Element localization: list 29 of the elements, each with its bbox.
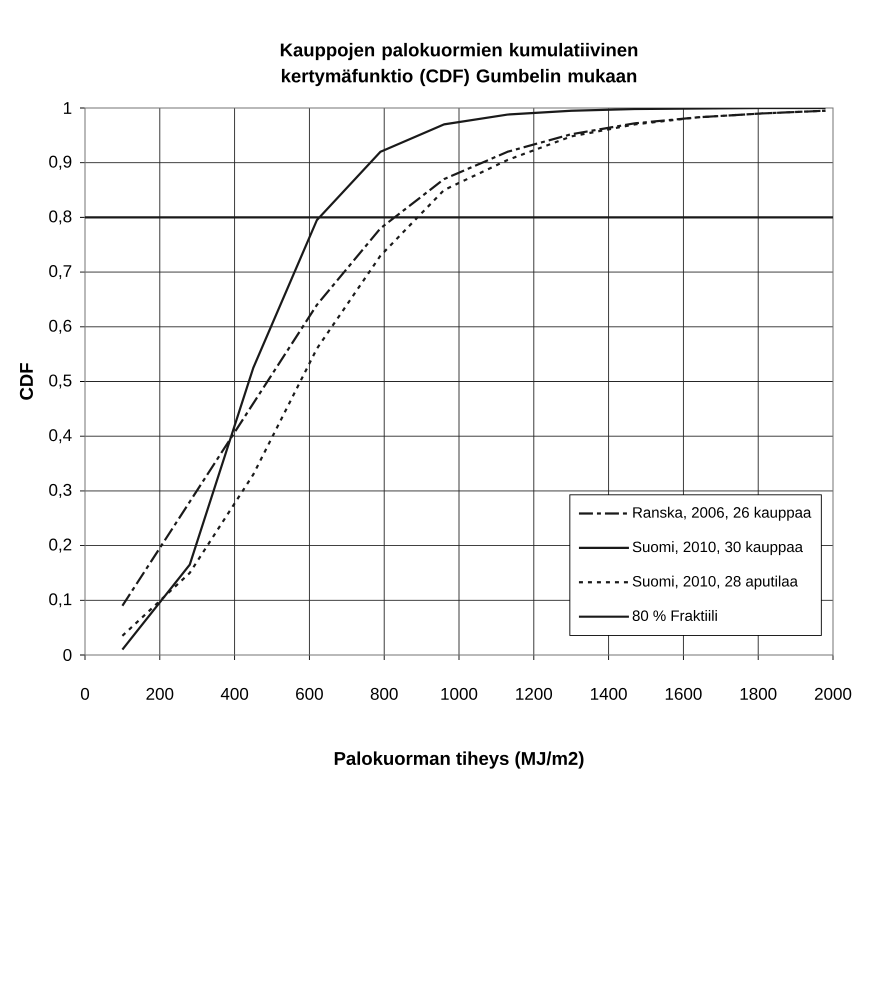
- x-tick-label: 600: [296, 688, 323, 700]
- y-tick-label: 0,8: [49, 210, 72, 224]
- y-tick-label: 0,3: [49, 484, 72, 498]
- y-tick-label: 0,9: [49, 156, 72, 170]
- x-tick-label: 1400: [590, 688, 627, 700]
- y-tick-label: 1: [64, 102, 72, 114]
- x-tick-label: 400: [220, 688, 248, 700]
- y-tick-label: 0,5: [49, 374, 72, 389]
- x-axis-title: Palokuorman tiheys (MJ/m2): [334, 751, 584, 769]
- x-tick-label: 800: [370, 688, 398, 700]
- y-tick-label: 0,4: [49, 429, 72, 444]
- x-tick-label: 200: [146, 688, 174, 700]
- x-tick-label: 1200: [516, 688, 552, 700]
- y-tick-label: 0: [63, 648, 72, 662]
- legend-label: Suomi, 2010, 28 aputilaa: [632, 576, 798, 590]
- legend-label: 80 % Fraktiili: [632, 610, 717, 621]
- x-tick-label: 0: [80, 688, 90, 700]
- chart-title: Kauppojen palokuormien kumulatiivinen kertymäfunktio (CDF) Gumbelin mukaan: [280, 42, 638, 86]
- y-axis-title: CDF: [20, 363, 33, 400]
- legend-label: Suomi, 2010, 30 kauppaa: [632, 541, 803, 556]
- y-tick-label: 0,7: [49, 265, 72, 280]
- y-tick-label: 0,2: [49, 538, 72, 553]
- x-tick-label: 1600: [666, 688, 702, 700]
- legend-label: Ranska, 2006, 26 kauppaa: [633, 506, 812, 521]
- y-tick-label: 0,1: [49, 593, 72, 608]
- y-tick-label: 0,6: [49, 320, 72, 334]
- x-tick-label: 2000: [814, 688, 852, 700]
- x-tick-label: 1800: [740, 688, 776, 700]
- x-tick-label: 1000: [441, 688, 478, 700]
